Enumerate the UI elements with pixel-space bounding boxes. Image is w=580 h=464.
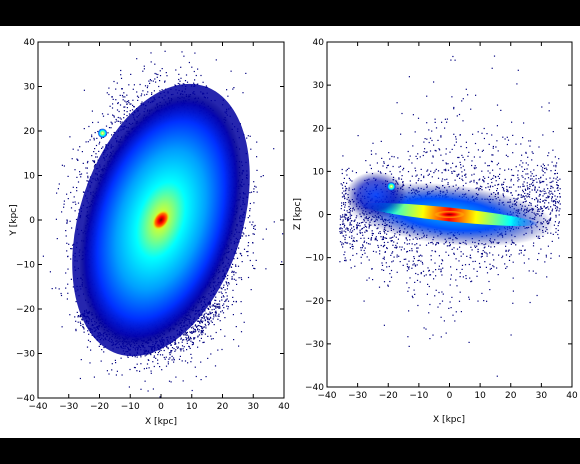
xy-ytick-label: 20 <box>24 127 36 137</box>
xz-ytick-label: −10 <box>305 254 324 264</box>
xy-y-axis-label: Y [kpc] <box>9 204 19 236</box>
figure-svg: −40 −30 −20 −10 0 10 20 30 40 −40 −30 −20 −10 0 10 20 30… <box>9 38 578 427</box>
xz-xtick-label: 30 <box>536 391 548 401</box>
xz-ytick-label: −20 <box>305 297 324 307</box>
xy-ytick-label: 0 <box>29 216 35 226</box>
xz-y-axis-label: Z [kpc] <box>293 198 303 230</box>
xy-ytick-label: 40 <box>24 38 36 48</box>
xz-ytick-label: 10 <box>313 167 325 177</box>
xy-xtick-label: −30 <box>59 402 78 412</box>
xz-xtick-label: 0 <box>447 391 453 401</box>
xy-ytick-label: 10 <box>24 172 36 182</box>
xz-xtick-label: 10 <box>474 391 486 401</box>
xy-xtick-label: 40 <box>278 402 290 412</box>
xz-xtick-label: 20 <box>505 391 517 401</box>
xz-ytick-label: −40 <box>305 383 324 393</box>
xz-x-axis-label: X [kpc] <box>433 415 465 425</box>
xz-ticks: −40 −30 −20 −10 0 10 20 30 40 −40 −30 −20 −10 0 10 20 30… <box>305 38 578 401</box>
xz-ytick-label: 40 <box>313 38 325 48</box>
xy-density-plot <box>42 50 284 398</box>
xy-xtick-label: −20 <box>90 402 109 412</box>
xz-xtick-label: −10 <box>409 391 428 401</box>
xz-xtick-label: −20 <box>379 391 398 401</box>
panel-xy: −40 −30 −20 −10 0 10 20 30 40 −40 −30 −20 −10 0 10 20 30… <box>9 38 290 427</box>
xy-ytick-label: −30 <box>16 350 35 360</box>
xy-core <box>152 210 170 230</box>
xz-xtick-label: −40 <box>318 391 337 401</box>
xy-xtick-label: 10 <box>186 402 198 412</box>
xz-ytick-label: 20 <box>313 124 325 134</box>
xz-ytick-label: −30 <box>305 340 324 350</box>
xz-ytick-label: 30 <box>313 81 325 91</box>
xy-xtick-label: −10 <box>121 402 140 412</box>
xy-satellite <box>97 128 108 139</box>
xz-core <box>434 210 465 219</box>
xz-density-plot <box>339 55 561 377</box>
xz-satellite <box>386 181 396 192</box>
xy-ytick-label: −10 <box>16 261 35 271</box>
xy-xtick-label: 30 <box>248 402 260 412</box>
xz-xtick-label: −30 <box>348 391 367 401</box>
xy-x-axis-label: X [kpc] <box>145 417 177 427</box>
xy-xtick-label: −40 <box>29 402 48 412</box>
xz-xtick-label: 40 <box>566 391 578 401</box>
xy-ytick-label: −20 <box>16 305 35 315</box>
xy-ytick-label: 30 <box>24 83 36 93</box>
xy-xtick-label: 20 <box>217 402 229 412</box>
xz-ytick-label: 0 <box>318 211 324 221</box>
xy-ticks: −40 −30 −20 −10 0 10 20 30 40 −40 −30 −20 −10 0 10 20 30… <box>16 38 290 412</box>
xy-xtick-label: 0 <box>158 402 164 412</box>
xy-ytick-label: −40 <box>16 394 35 404</box>
panel-xz: −40 −30 −20 −10 0 10 20 30 40 −40 −30 −20 −10 0 10 20 30… <box>293 38 578 425</box>
figure-canvas: −40 −30 −20 −10 0 10 20 30 40 −40 −30 −20 −10 0 10 20 30… <box>0 26 580 438</box>
xz-satellite-envelope <box>345 171 407 219</box>
